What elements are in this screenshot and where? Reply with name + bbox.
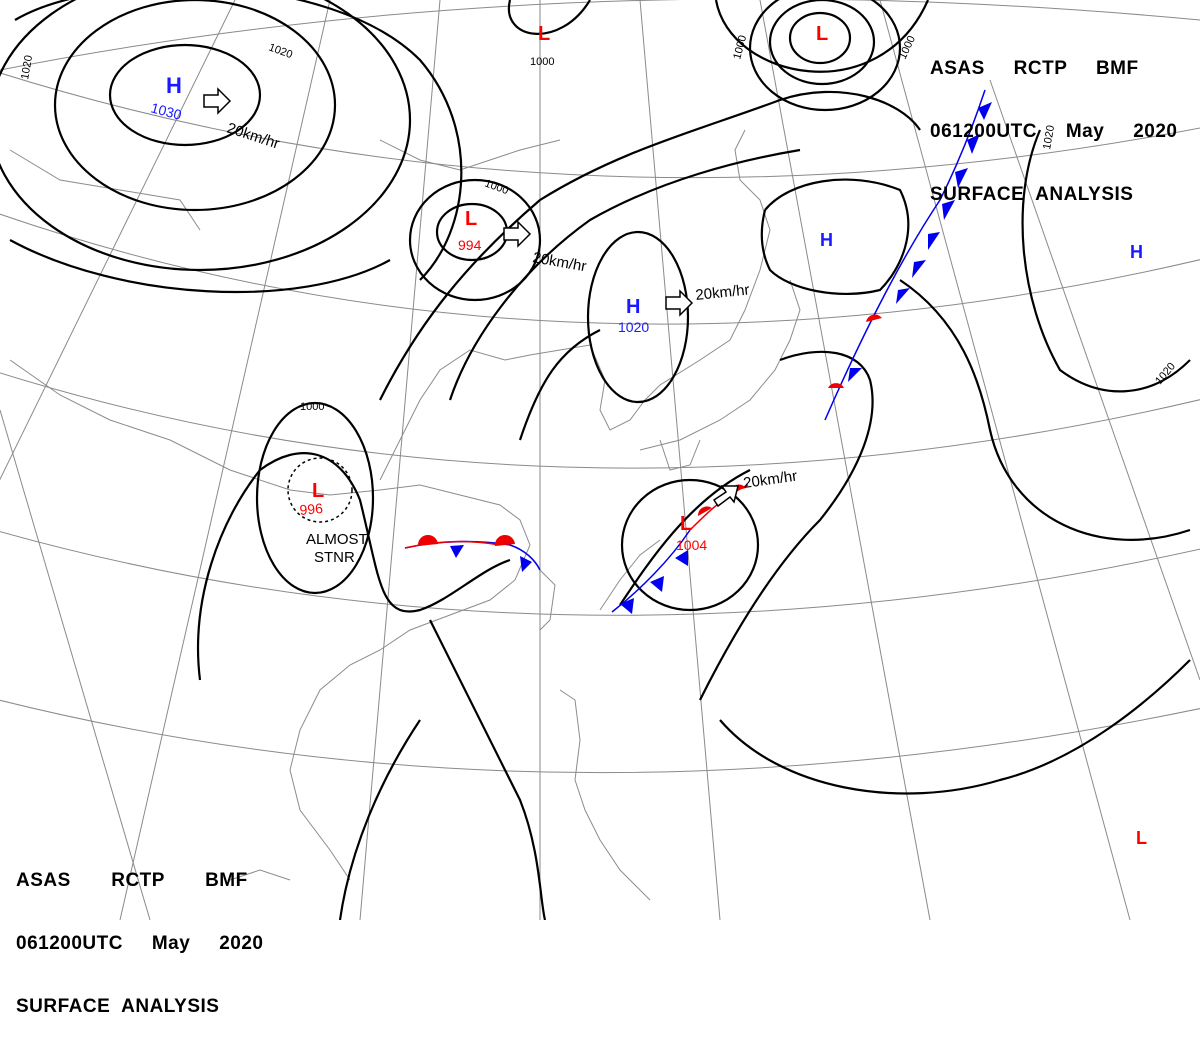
isobar-label: 1000 <box>530 56 554 68</box>
stationary-annotation: ALMOST STNR <box>306 531 368 566</box>
low-pressure-value: 994 <box>458 237 482 253</box>
header-line: ASAS RCTP BMF <box>930 58 1139 79</box>
header-top-right: ASAS RCTP BMF 061200UTC May 2020 SURFACE… <box>930 16 1177 226</box>
warm-front-east-lobes <box>828 314 882 388</box>
stationary-low-circle <box>287 457 353 523</box>
annotation-line: ALMOST <box>306 531 368 548</box>
high-pressure-value: 1030 <box>149 99 183 123</box>
low-pressure-value: 1004 <box>676 537 707 553</box>
low-pressure-symbol: L <box>538 23 550 45</box>
pressure-centers: H 1030 L 994 H 1020 L 996 L 1004 L L H H… <box>149 23 1147 848</box>
isobar-label: 1020 <box>267 42 294 62</box>
low-pressure-symbol: L <box>680 513 692 535</box>
high-pressure-symbol: H <box>166 73 182 98</box>
motion-label: 20km/hr <box>742 468 798 492</box>
fronts <box>404 89 992 614</box>
low-pressure-value: 996 <box>299 500 324 518</box>
stationary-front-west <box>404 540 541 571</box>
low-pressure-symbol: L <box>1136 828 1147 848</box>
isobar-label: 1000 <box>483 178 510 198</box>
graticule <box>0 0 1200 920</box>
isobar-label: 1000 <box>300 401 324 413</box>
motion-arrow-icon <box>665 289 694 317</box>
header-line: 061200UTC May 2020 <box>16 933 264 954</box>
low-pressure-symbol: L <box>312 480 324 502</box>
high-pressure-symbol: H <box>626 296 640 318</box>
isobars <box>0 0 1191 920</box>
annotation-line: STNR <box>314 549 355 566</box>
motion-arrows <box>203 87 739 508</box>
motion-arrow-icon <box>503 220 532 248</box>
header-line: SURFACE ANALYSIS <box>16 996 220 1017</box>
low-pressure-symbol: L <box>465 208 477 230</box>
header-bottom-left: ASAS RCTP BMF 061200UTC May 2020 SURFACE… <box>16 828 263 1038</box>
cold-front-east-barbs <box>848 102 992 382</box>
motion-arrow-icon <box>203 87 232 115</box>
header-line: ASAS RCTP BMF <box>16 870 248 891</box>
isobar-label: 1020 <box>1041 124 1057 150</box>
motion-label: 20km/hr <box>695 281 751 304</box>
cold-front-east <box>824 89 986 421</box>
high-pressure-symbol: H <box>820 230 833 250</box>
motion-label: 20km/hr <box>225 120 282 153</box>
header-line: SURFACE ANALYSIS <box>930 184 1134 205</box>
header-line: 061200UTC May 2020 <box>930 121 1178 142</box>
isobar-label: 1020 <box>19 54 35 80</box>
high-pressure-symbol: H <box>1130 242 1143 262</box>
weather-map: 1020 1020 1000 1000 1000 1000 1000 1020 … <box>0 0 1200 920</box>
motion-labels: 20km/hr 20km/hr 20km/hr 20km/hr <box>225 120 798 492</box>
high-pressure-value: 1020 <box>618 319 649 335</box>
low-pressure-symbol: L <box>816 23 828 45</box>
motion-arrow-icon <box>712 485 739 508</box>
stationary-front-west-symbols <box>417 534 532 572</box>
